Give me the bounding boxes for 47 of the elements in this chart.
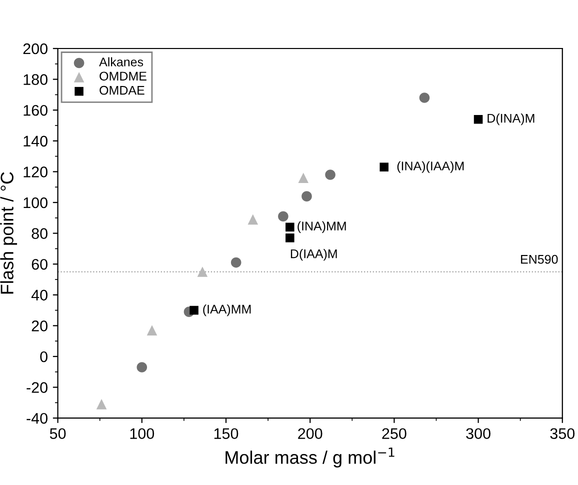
y-tick-label: 100 [24, 197, 48, 208]
point [96, 399, 107, 410]
point [302, 191, 312, 202]
point [325, 170, 336, 180]
legend-label: OMDAE [100, 86, 144, 95]
point [197, 266, 208, 277]
point [136, 362, 148, 372]
x-tick-label: 100 [130, 428, 154, 440]
point [146, 325, 158, 336]
x-tick-label: 350 [550, 428, 575, 440]
y-tick-label: -20 [26, 382, 48, 393]
x-tick-label: 50 [50, 428, 66, 440]
x-axis-title: Molar mass / g mol$^{−1}$ [226, 448, 394, 468]
point [474, 114, 483, 124]
y-tick-label: 200 [23, 43, 48, 54]
point [380, 162, 388, 172]
y-tick-label: 80 [32, 228, 48, 239]
point [190, 306, 198, 315]
point [419, 92, 430, 103]
x-tick-label: 250 [382, 428, 406, 440]
point [286, 222, 294, 232]
y-tick-label: 60 [32, 258, 48, 270]
annotation: (INA)(IAA)M [397, 161, 464, 173]
y-tick-label: 120 [24, 166, 48, 178]
point [298, 172, 309, 183]
legend-label: OMDME [100, 72, 146, 81]
y-tick-label: 140 [24, 136, 48, 147]
point [248, 214, 258, 225]
annotation: D(IAA)M [290, 249, 337, 261]
point [278, 211, 288, 222]
y-tick-label: 20 [32, 320, 48, 332]
y-axis-title: Flash point / °C [0, 172, 18, 294]
annotation: (INA)MM [298, 221, 346, 233]
y-tick-label: 180 [24, 74, 48, 85]
legend-label: Alkanes [99, 57, 144, 66]
point [230, 257, 242, 268]
point [286, 234, 294, 242]
x-tick-label: 200 [298, 428, 322, 440]
x-tick-label: 300 [466, 428, 490, 440]
y-tick-label: 0 [40, 351, 48, 362]
y-tick-label: 40 [31, 290, 48, 301]
annotation: (IAA)MM [203, 304, 251, 316]
ref-line-label: EN590 [521, 254, 558, 264]
annotation: D(INA)M [488, 114, 534, 126]
y-tick-label: 160 [24, 104, 48, 116]
y-tick-label: -40 [26, 412, 48, 424]
x-tick-label: 150 [214, 428, 238, 440]
